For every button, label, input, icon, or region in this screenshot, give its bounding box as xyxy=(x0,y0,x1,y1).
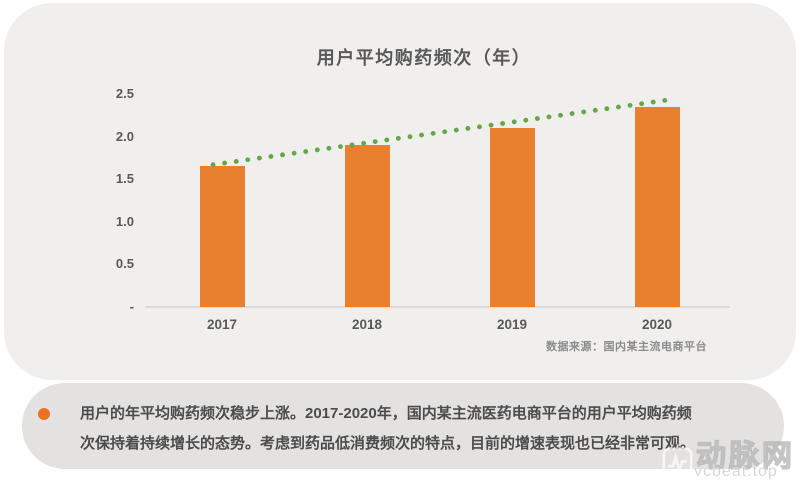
bar-2018 xyxy=(344,145,390,307)
summary-note-box xyxy=(22,383,784,469)
summary-note-line2: 次保持着持续增长的态势。考虑到药品低消费频次的特点，目前的增速表现也已经非常可观… xyxy=(80,435,696,452)
bar-2019 xyxy=(489,128,535,307)
x-label-2020: 2020 xyxy=(641,317,673,332)
bar-2020 xyxy=(634,106,680,307)
chart-title: 用户平均购药频次（年） xyxy=(316,48,532,68)
y-tick-1.5: 1.5 xyxy=(115,171,134,187)
watermark-brand-text: 动脉网 xyxy=(695,439,795,473)
watermark-site-text: vcbeat.top xyxy=(694,463,778,481)
x-axis-line xyxy=(145,306,730,308)
vcbeat-logo-icon xyxy=(662,447,693,478)
summary-note-text: 用户的年平均购药频次稳步上涨。2017-2020年，国内某主流医药电商平台的用户… xyxy=(80,399,780,459)
watermark: 动脉网 vcbeat.top xyxy=(660,430,800,482)
x-label-2018: 2018 xyxy=(351,317,383,332)
y-tick-0.5: 0.5 xyxy=(115,256,134,272)
x-label-2019: 2019 xyxy=(496,317,528,332)
y-tick-2.0: 2.0 xyxy=(115,128,134,144)
y-tick--: - xyxy=(129,299,134,314)
x-label-2017: 2017 xyxy=(206,317,238,332)
y-tick-2.5: 2.5 xyxy=(115,86,134,101)
bullet-dot-icon xyxy=(38,408,50,420)
source-note: 数据来源：国内某主流电商平台 xyxy=(546,341,707,353)
bar-2017 xyxy=(199,166,245,307)
summary-note-line1: 用户的年平均购药频次稳步上涨。2017-2020年，国内某主流医药电商平台的用户… xyxy=(80,405,692,422)
y-tick-1.0: 1.0 xyxy=(115,213,134,229)
